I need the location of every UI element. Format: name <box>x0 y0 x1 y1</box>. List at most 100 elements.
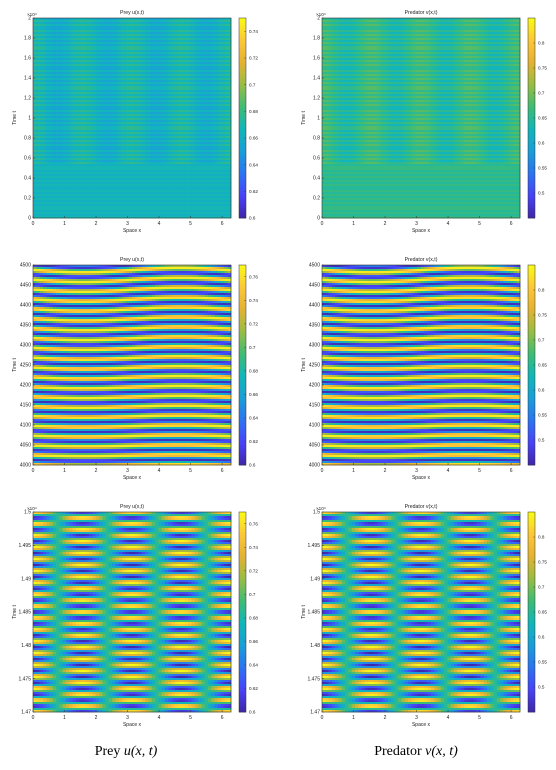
heatmap-cell <box>82 162 87 165</box>
heatmap-cell <box>102 46 106 49</box>
heatmap-cell <box>89 82 93 85</box>
heatmap-cell <box>168 94 172 97</box>
heatmap-cell <box>214 64 219 67</box>
heatmap-cell <box>132 98 136 101</box>
heatmap-cell <box>138 112 143 115</box>
heatmap-cell <box>155 74 159 77</box>
heatmap-cell <box>194 58 199 61</box>
heatmap-cell <box>161 62 166 65</box>
heatmap-cell <box>211 98 215 101</box>
heatmap-cell <box>118 136 123 139</box>
heatmap-cell <box>132 18 136 21</box>
heatmap-cell <box>184 178 189 181</box>
heatmap-cell <box>161 178 166 181</box>
heatmap-cell <box>46 122 50 125</box>
heatmap-cell <box>181 48 186 51</box>
heatmap-cell <box>56 178 60 181</box>
heatmap-cell <box>102 26 106 29</box>
heatmap-cell <box>201 48 205 51</box>
heatmap-cell <box>82 136 87 139</box>
heatmap-cell <box>188 154 192 157</box>
heatmap-cell <box>52 68 57 71</box>
heatmap-cell <box>145 174 149 177</box>
heatmap-cell <box>72 36 77 39</box>
heatmap-cell <box>36 74 40 77</box>
heatmap-cell <box>198 152 202 155</box>
heatmap-cell <box>194 70 199 73</box>
heatmap-cell <box>66 162 70 165</box>
heatmap-cell <box>102 180 106 183</box>
heatmap-cell <box>181 124 186 127</box>
heatmap-cell <box>46 150 50 153</box>
heatmap-cell <box>49 40 54 43</box>
heatmap-cell <box>207 144 212 147</box>
heatmap-cell <box>62 128 67 131</box>
heatmap-cell <box>141 20 146 23</box>
heatmap-cell <box>59 28 64 31</box>
heatmap-cell <box>42 172 47 175</box>
heatmap-cell <box>79 78 83 81</box>
heatmap-cell <box>85 148 90 151</box>
heatmap-cell <box>92 136 97 139</box>
heatmap-cell <box>161 106 166 109</box>
heatmap-cell <box>227 112 232 115</box>
heatmap-cell <box>168 88 172 91</box>
heatmap-cell <box>75 72 80 75</box>
heatmap-cell <box>135 156 139 159</box>
heatmap-cell <box>194 126 199 129</box>
heatmap-cell <box>118 66 123 69</box>
heatmap-cell <box>92 130 97 133</box>
heatmap-cell <box>115 138 120 141</box>
heatmap-cell <box>165 96 169 99</box>
heatmap-cell <box>158 136 163 139</box>
heatmap-cell <box>201 150 205 153</box>
heatmap-cell <box>59 56 64 59</box>
heatmap-cell <box>138 150 143 153</box>
heatmap-cell <box>108 120 113 123</box>
heatmap-cell <box>59 140 64 143</box>
heatmap-cell <box>102 176 106 179</box>
heatmap-cell <box>122 172 126 175</box>
heatmap-cell <box>191 106 196 109</box>
heatmap-cell <box>105 80 110 83</box>
heatmap-cell <box>174 20 179 23</box>
heatmap-cell <box>161 36 166 39</box>
heatmap-cell <box>217 148 222 151</box>
heatmap-cell <box>85 146 90 149</box>
heatmap-cell <box>89 24 93 27</box>
heatmap-cell <box>79 152 83 155</box>
heatmap-cell <box>92 164 97 167</box>
heatmap-cell <box>201 152 205 155</box>
heatmap-cell <box>75 182 80 185</box>
heatmap-cell <box>214 18 219 21</box>
heatmap-cell <box>118 46 123 49</box>
heatmap-cell <box>102 102 106 105</box>
heatmap-cell <box>191 34 196 37</box>
heatmap-cell <box>217 116 222 119</box>
heatmap-cell <box>194 36 199 39</box>
heatmap-cell <box>108 148 113 151</box>
heatmap-cell <box>158 178 163 181</box>
heatmap-cell <box>207 58 212 61</box>
heatmap-cell <box>66 176 70 179</box>
heatmap-cell <box>92 98 97 101</box>
heatmap-cell <box>89 172 93 175</box>
heatmap-cell <box>39 24 44 27</box>
heatmap-cell <box>227 144 232 147</box>
heatmap-cell <box>221 42 225 45</box>
heatmap-cell <box>89 180 93 183</box>
heatmap-cell <box>36 54 40 57</box>
heatmap-cell <box>138 182 143 185</box>
heatmap-cell <box>181 62 186 65</box>
heatmap-cell <box>165 62 169 65</box>
heatmap-cell <box>227 166 232 169</box>
heatmap-cell <box>108 18 113 21</box>
heatmap-cell <box>115 134 120 137</box>
heatmap-cell <box>221 110 225 113</box>
heatmap-cell <box>224 180 229 183</box>
heatmap-cell <box>161 82 166 85</box>
heatmap-cell <box>211 170 215 173</box>
heatmap-cell <box>145 26 149 29</box>
heatmap-cell <box>194 20 199 23</box>
heatmap-cell <box>115 34 120 37</box>
